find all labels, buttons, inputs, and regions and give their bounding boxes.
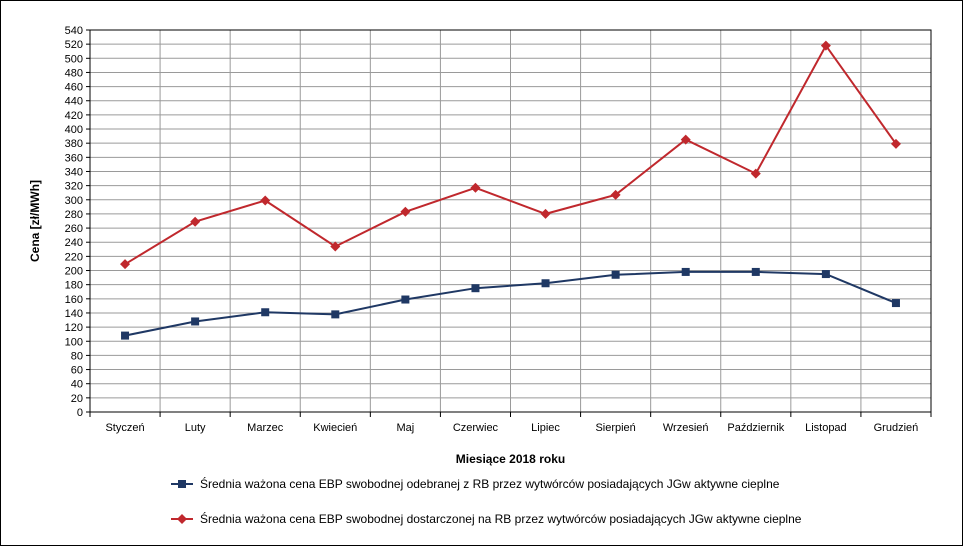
grid-lines xyxy=(89,29,932,413)
y-tick-label: 200 xyxy=(65,266,83,278)
plot-area-frame xyxy=(89,29,932,413)
x-tick-label: Czerwiec xyxy=(453,422,499,434)
x-tick-label: Maj xyxy=(397,422,415,434)
y-tick-label: 400 xyxy=(65,124,83,136)
x-tick-label: Październik xyxy=(727,422,784,434)
x-tick-label: Kwiecień xyxy=(313,422,357,434)
y-tick-label: 100 xyxy=(65,336,83,348)
y-tick-label: 500 xyxy=(65,53,83,65)
data-point xyxy=(891,299,900,308)
data-point xyxy=(191,317,200,326)
y-tick-label: 420 xyxy=(65,110,83,122)
legend-marker-series-2 xyxy=(177,514,187,524)
y-tick-label: 260 xyxy=(65,223,83,235)
x-tick-label: Listopad xyxy=(805,422,847,434)
series-layer xyxy=(120,40,901,340)
x-tick-label: Sierpień xyxy=(595,422,635,434)
data-point xyxy=(681,267,690,276)
y-tick-label: 160 xyxy=(65,294,83,306)
data-point xyxy=(680,134,691,145)
y-tick-label: 140 xyxy=(65,308,83,320)
x-tick-label: Luty xyxy=(185,422,206,434)
y-axis-title: Cena [zł/MWh] xyxy=(28,180,42,262)
y-tick-label: 80 xyxy=(71,350,83,362)
series-1 xyxy=(121,267,900,340)
y-tick-label: 340 xyxy=(65,166,83,178)
data-point xyxy=(540,208,551,219)
y-tick-label: 240 xyxy=(65,237,83,249)
y-tick-label: 480 xyxy=(65,67,83,79)
legend: Średnia ważona cena EBP swobodnej odebra… xyxy=(171,476,802,526)
y-tick-label: 320 xyxy=(65,181,83,193)
data-point xyxy=(401,295,410,304)
y-tick-label: 180 xyxy=(65,280,83,292)
data-point xyxy=(820,40,831,51)
data-point xyxy=(400,206,411,217)
legend-item-series-2: Średnia ważona cena EBP swobodnej dostar… xyxy=(171,511,802,526)
y-tick-label: 20 xyxy=(71,393,83,405)
y-tick-label: 440 xyxy=(65,96,83,108)
y-tick-label: 520 xyxy=(65,39,83,51)
y-tick-label: 220 xyxy=(65,251,83,263)
y-tick-label: 0 xyxy=(77,407,83,419)
data-point xyxy=(890,138,901,149)
data-point xyxy=(260,195,271,206)
data-point xyxy=(821,270,830,279)
x-tick-label: Wrzesień xyxy=(663,422,709,434)
y-tick-label: 280 xyxy=(65,209,83,221)
y-tick-label: 40 xyxy=(71,379,83,391)
data-point xyxy=(751,267,760,276)
series-2 xyxy=(120,40,901,270)
data-point xyxy=(331,310,340,319)
data-point xyxy=(190,216,201,227)
legend-item-series-1: Średnia ważona cena EBP swobodnej odebra… xyxy=(171,476,780,491)
data-point xyxy=(120,259,131,270)
y-tick-label: 380 xyxy=(65,138,83,150)
data-point xyxy=(750,168,761,179)
data-point xyxy=(611,270,620,279)
y-tick-label: 460 xyxy=(65,82,83,94)
y-tick-label: 60 xyxy=(71,365,83,377)
legend-label-series-2: Średnia ważona cena EBP swobodnej dostar… xyxy=(200,511,802,526)
data-point xyxy=(541,279,550,288)
data-point xyxy=(121,331,130,340)
data-point xyxy=(610,189,621,200)
series-line-1 xyxy=(124,270,897,337)
x-axis-ticks: Styczeń Luty Marzec Kwiecień Maj Czerwiec Lipi… xyxy=(89,412,932,434)
y-tick-label: 120 xyxy=(65,322,83,334)
legend-marker-series-1 xyxy=(178,480,186,488)
y-axis-ticks: 0 20 40 60 80 100 120 140 160 180 200 220 240 260 280 3… xyxy=(65,25,90,419)
data-point xyxy=(261,308,270,317)
x-tick-label: Marzec xyxy=(247,422,284,434)
x-tick-label: Lipiec xyxy=(531,422,560,434)
y-tick-label: 300 xyxy=(65,195,83,207)
data-point xyxy=(471,284,480,293)
x-tick-label: Grudzień xyxy=(874,422,919,434)
legend-label-series-1: Średnia ważona cena EBP swobodnej odebra… xyxy=(200,476,780,491)
data-point xyxy=(330,241,341,252)
y-tick-label: 360 xyxy=(65,152,83,164)
y-tick-label: 540 xyxy=(65,25,83,37)
x-tick-label: Styczeń xyxy=(105,422,144,434)
data-point xyxy=(470,182,481,193)
series-line-2 xyxy=(124,43,897,266)
x-axis-title: Miesiące 2018 roku xyxy=(456,452,565,466)
